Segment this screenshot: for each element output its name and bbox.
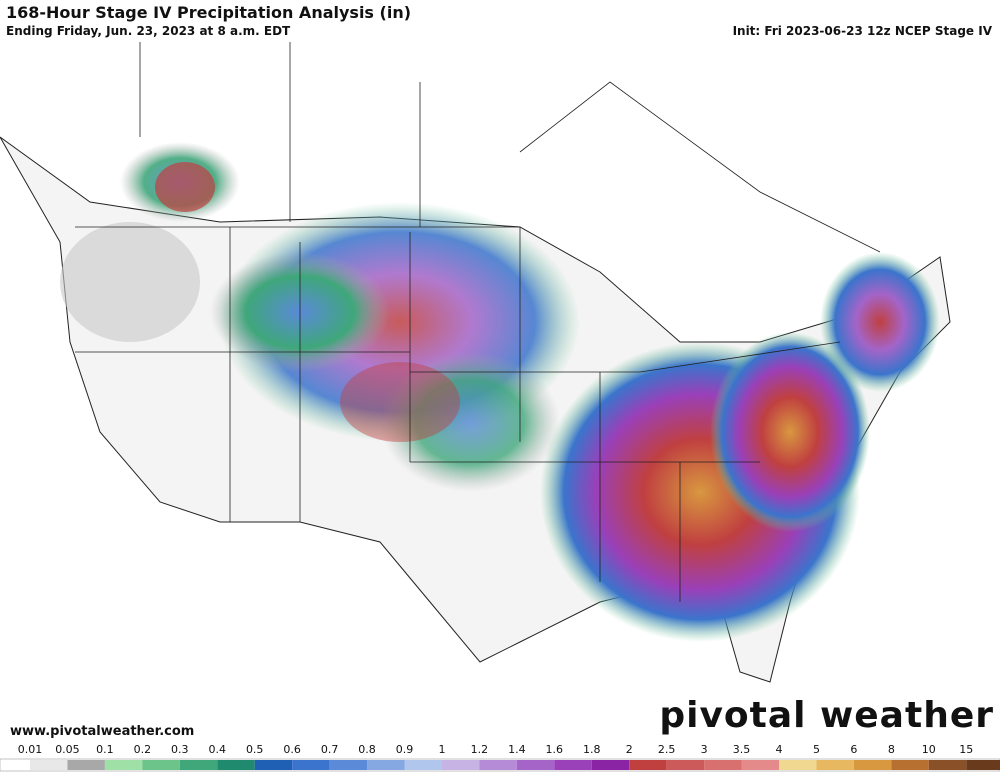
colorbar-swatch	[816, 760, 854, 770]
colorbar-tick-label: 6	[850, 743, 857, 756]
colorbar-swatch	[179, 760, 218, 770]
colorbar-tick-label: 0.7	[321, 743, 339, 756]
colorbar-tick-label: 1	[438, 743, 445, 756]
colorbar-swatch	[367, 760, 405, 770]
colorbar-tick-label: 0.8	[358, 743, 376, 756]
logo: pivotal weather	[659, 695, 994, 736]
colorbar-swatch	[104, 760, 143, 770]
colorbar-tick-label: 10	[922, 743, 936, 756]
title: 168-Hour Stage IV Precipitation Analysis…	[6, 3, 412, 22]
subtitle: Ending Friday, Jun. 23, 2023 at 8 a.m. E…	[6, 24, 291, 38]
colorbar-swatch	[891, 760, 929, 770]
colorbar-tick-label: 0.01	[18, 743, 43, 756]
colorbar-swatch	[741, 760, 779, 770]
colorbar: 0.01 0.05 0.1 0.2 0.3 0.4 0.5 0.6 0.7 0.8 0.9 1 1.2 1…	[0, 743, 1000, 772]
colorbar-tick-label: 0.6	[283, 743, 301, 756]
colorbar-swatch	[329, 760, 368, 770]
colorbar-swatch	[516, 760, 555, 770]
colorbar-swatch	[142, 760, 180, 770]
colorbar-tick-label: 2.5	[658, 743, 676, 756]
colorbar-tick-label: 15	[959, 743, 973, 756]
colorbar-swatch	[704, 760, 742, 770]
colorbar-tick-label: 1.2	[471, 743, 489, 756]
colorbar-tick-label: 0.05	[55, 743, 80, 756]
colorbar-tick-label: 0.3	[171, 743, 189, 756]
colorbar-swatch	[217, 760, 255, 770]
colorbar-tick-label: 1.4	[508, 743, 526, 756]
colorbar-swatch	[928, 760, 967, 770]
colorbar-tick-label: 2	[626, 743, 633, 756]
colorbar-tick-label: 4	[776, 743, 783, 756]
colorbar-swatch	[779, 760, 817, 770]
colorbar-tick-label: 0.4	[209, 743, 227, 756]
colorbar-tick-label: 5	[813, 743, 820, 756]
colorbar-tick-label: 1.6	[546, 743, 564, 756]
colorbar-tick-label: 3	[701, 743, 708, 756]
colorbar-swatch	[479, 760, 517, 770]
colorbar-tick-label: 8	[888, 743, 895, 756]
colorbar-swatch	[254, 760, 293, 770]
colorbar-swatch	[441, 760, 480, 770]
colorbar-swatch	[853, 760, 892, 770]
colorbar-swatch	[30, 760, 68, 770]
colorbar-tick-label: 3.5	[733, 743, 751, 756]
colorbar-swatch	[292, 760, 330, 770]
website: www.pivotalweather.com	[10, 724, 195, 739]
map	[0, 42, 1000, 742]
colorbar-swatch	[666, 760, 705, 770]
colorbar-tick-label: 1.8	[583, 743, 601, 756]
colorbar-swatch	[629, 760, 667, 770]
colorbar-swatch	[404, 760, 442, 770]
colorbar-tick-label: 0.1	[96, 743, 114, 756]
colorbar-tick-label: 0.9	[396, 743, 414, 756]
colorbar-swatch	[554, 760, 592, 770]
colorbar-swatch	[67, 760, 105, 770]
colorbar-tick-label: 0.2	[134, 743, 152, 756]
colorbar-swatch	[966, 760, 1000, 770]
init-time: Init: Fri 2023-06-23 12z NCEP Stage IV	[732, 24, 992, 38]
colorbar-tick-label: 0.5	[246, 743, 264, 756]
colorbar-swatch	[591, 760, 630, 770]
